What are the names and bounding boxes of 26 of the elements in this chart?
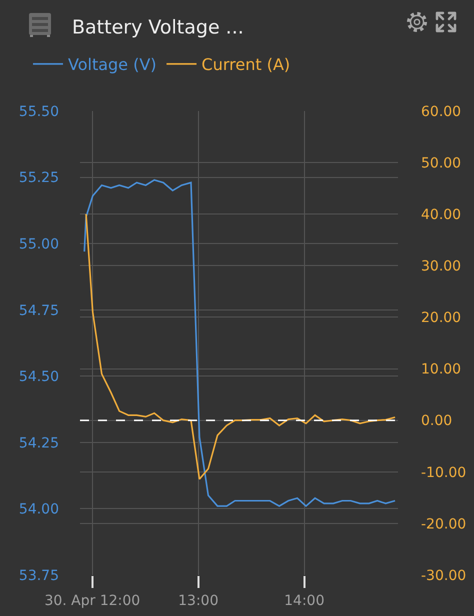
y2-tick-label: 40.00 xyxy=(421,207,462,224)
y2-tick-label: 0.00 xyxy=(421,413,452,430)
legend-label: Current (A) xyxy=(202,55,290,74)
y-tick-label: 55.50 xyxy=(18,104,59,120)
y-tick-label: 55.00 xyxy=(18,236,59,252)
y2-tick-label: -10.00 xyxy=(421,464,466,481)
y-tick-label: 54.75 xyxy=(18,302,59,319)
y2-tick-label: -20.00 xyxy=(421,516,466,532)
y-tick-label: 55.25 xyxy=(18,170,59,186)
x-tick-label: 13:00 xyxy=(178,592,218,609)
legend-label: Voltage (V) xyxy=(68,55,157,74)
x-tick-label: 14:00 xyxy=(284,592,324,609)
y2-tick-label: -30.00 xyxy=(421,568,466,584)
y-tick-label: 54.25 xyxy=(18,435,59,452)
y-tick-label: 53.75 xyxy=(18,568,59,584)
chart-title: Battery Voltage ... xyxy=(72,16,244,39)
line-series xyxy=(84,179,396,507)
y2-tick-label: 30.00 xyxy=(421,258,462,275)
y-tick-label: 54.50 xyxy=(18,369,59,386)
y2-tick-label: 50.00 xyxy=(421,155,462,172)
y-tick-label: 54.00 xyxy=(18,502,59,518)
line-series xyxy=(85,213,396,480)
y2-tick-label: 20.00 xyxy=(421,310,462,326)
y2-tick-label: 10.00 xyxy=(421,362,462,378)
y2-tick-label: 60.00 xyxy=(421,104,462,120)
x-tick-label: 30. Apr 12:00 xyxy=(44,592,140,609)
